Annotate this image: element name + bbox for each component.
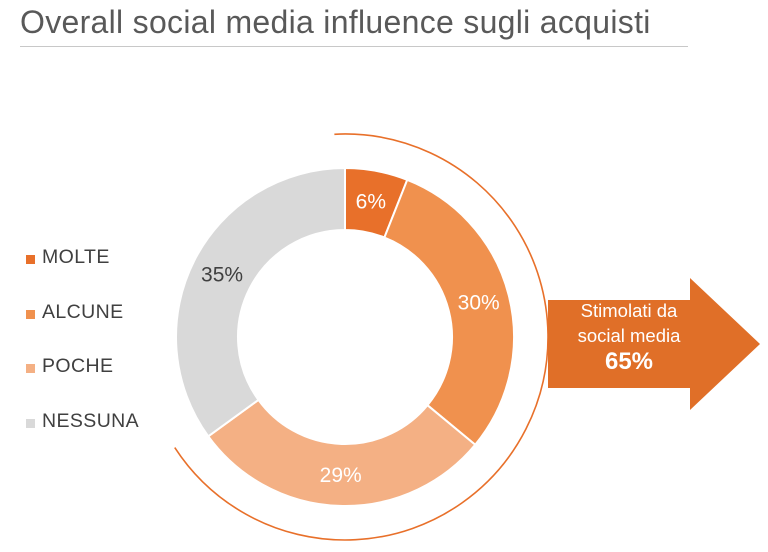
donut-slice-poche [206,398,477,508]
title-divider [20,46,688,47]
chart-title: Overall social media influence sugli acq… [20,4,651,40]
slice-label-molte: 6% [356,190,386,213]
slice-label-poche: 29% [320,464,362,487]
legend-swatch-alcune [26,309,35,319]
slice-label-alcune: 30% [458,292,500,315]
legend-label-molte: MOLTE [42,246,110,268]
legend-label-poche: POCHE [42,355,114,377]
callout-arrow: Stimolati da social media 65% [548,278,762,410]
callout-line-1: Stimolati da [580,300,678,321]
legend-swatch-nessuna [26,418,35,428]
legend-swatch-molte [26,255,35,264]
donut-slice-alcune [383,178,515,447]
stimulated-bracket-arc [174,133,549,541]
callout-value: 65% [604,348,654,375]
legend-label-nessuna: NESSUNA [42,409,140,432]
arrow-shape [548,278,760,410]
donut-slice-nessuna [175,166,346,438]
callout-text: Stimolati da social media 65% [548,298,710,374]
callout-line-2: social media [577,325,681,346]
arrow-body [548,278,760,410]
legend-label-alcune: ALCUNE [42,300,124,323]
legend-swatch-poche [26,364,35,373]
slice-label-nessuna: 35% [201,263,243,286]
